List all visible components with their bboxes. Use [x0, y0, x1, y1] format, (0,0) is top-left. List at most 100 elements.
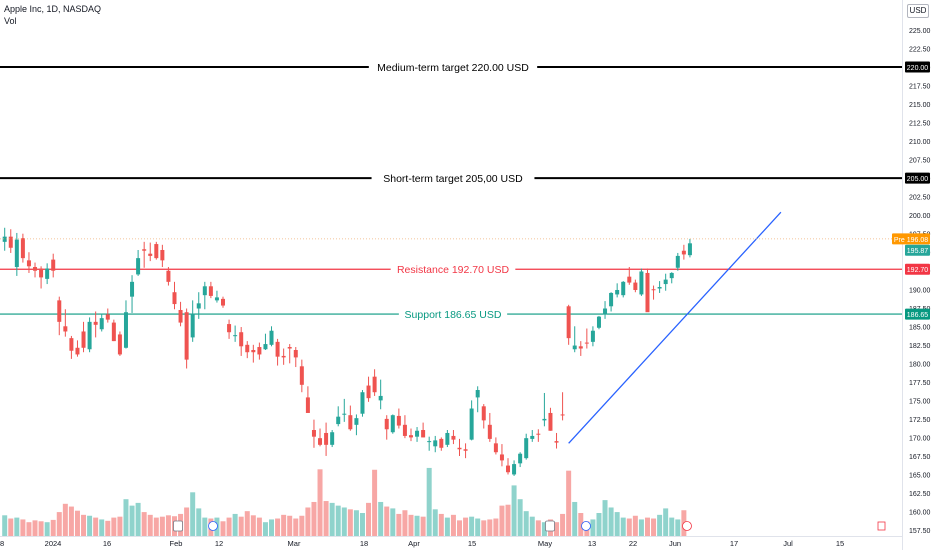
volume-legend-label[interactable]: Vol — [4, 16, 17, 26]
volume-bar — [535, 520, 541, 536]
last-price-badge — [905, 244, 930, 256]
currency-button[interactable]: USD — [907, 4, 929, 18]
volume-bar — [32, 520, 38, 536]
volume-bar — [147, 514, 153, 536]
candle-body — [63, 326, 68, 332]
price-tick-label: 160.00 — [909, 510, 931, 517]
time-tick-label: 15 — [468, 539, 476, 548]
price-tick-label: 210.00 — [909, 139, 931, 146]
candle-body — [330, 432, 335, 445]
candle-body — [287, 347, 292, 349]
candle-body — [57, 300, 62, 322]
candle-body — [148, 253, 153, 256]
price-tick-label: 225.00 — [909, 28, 931, 35]
candle-body — [590, 330, 595, 342]
volume-bar — [129, 505, 135, 536]
volume-bar — [632, 515, 638, 536]
volume-bar — [450, 514, 456, 536]
volume-bar — [329, 502, 335, 536]
time-tick-label: Jun — [669, 539, 681, 548]
chart-legend: Apple Inc, 1D, NASDAQ Vol — [4, 3, 101, 27]
price-tick-label: 202.50 — [909, 195, 931, 202]
volume-bar — [505, 504, 511, 536]
price-axis-line-badge — [905, 263, 930, 275]
volume-bar — [44, 522, 50, 536]
volume-bar — [347, 509, 353, 536]
volume-bar — [262, 522, 268, 536]
price-axis[interactable]: 157.50 160.00 162.50 165.00 167.50 170.00 172.… — [0, 28, 931, 535]
volume-bar — [426, 467, 432, 536]
target-line-label: Medium-term target 220.00 USD — [377, 62, 529, 74]
dividend-marker-icon[interactable] — [581, 521, 591, 531]
candle-body — [208, 286, 213, 296]
volume-bar — [523, 511, 529, 536]
earnings-marker-icon[interactable] — [545, 520, 555, 532]
candle-body — [609, 292, 614, 307]
volume-bar — [311, 501, 317, 536]
volume-bar — [123, 499, 129, 536]
event-markers[interactable] — [173, 520, 886, 532]
price-axis-line-badge — [905, 308, 930, 320]
candle-body — [615, 289, 620, 295]
candle-body — [675, 255, 680, 268]
candle-body — [51, 259, 56, 271]
price-axis-line-badge — [905, 172, 930, 184]
volume-bar — [281, 514, 287, 536]
horizontal-lines[interactable]: Medium-term target 220.00 USD Short-term … — [0, 60, 902, 322]
candle-body — [603, 308, 608, 315]
candle-body — [136, 258, 141, 275]
candle-body — [390, 415, 395, 433]
price-tick-label: 182.50 — [909, 343, 931, 350]
candle-body — [14, 239, 19, 268]
time-axis[interactable]: 8 2024 16 Feb 12 Mar 18 Apr 15 May 13 22 Jun 17 Jul 15 — [0, 539, 844, 548]
volume-bar — [50, 519, 56, 536]
volume-bar — [184, 507, 190, 536]
candle-body — [196, 303, 201, 309]
volume-bar — [111, 517, 117, 536]
time-tick-label: Apr — [408, 539, 420, 548]
symbol-title[interactable]: Apple Inc, 1D, NASDAQ — [4, 4, 102, 14]
dividend-marker-icon[interactable] — [208, 521, 218, 531]
volume-bar — [62, 503, 68, 536]
candle-body — [166, 270, 171, 282]
candle-body — [245, 344, 250, 353]
split-marker-icon[interactable] — [682, 521, 692, 531]
candle-body — [681, 250, 686, 255]
price-tick-label: 162.50 — [909, 491, 931, 498]
candle-body — [396, 415, 401, 426]
trendline-segment[interactable] — [568, 211, 782, 444]
premarket-badge-label: Pre 196.08 — [894, 237, 928, 244]
candle-body — [202, 286, 207, 296]
candle-body — [305, 397, 310, 413]
candle-body — [342, 413, 347, 415]
volume-bar — [74, 510, 80, 536]
volume-bar — [68, 506, 74, 536]
candle-body — [657, 287, 662, 289]
candle-body — [69, 338, 74, 351]
candle-body — [457, 447, 462, 450]
candle-body — [130, 281, 135, 297]
support-line-label: Support 186.65 USD — [405, 309, 502, 321]
price-axis-line-badge-label: 205.00 — [907, 176, 929, 183]
candle-body — [75, 347, 80, 355]
time-tick-label: 12 — [215, 539, 223, 548]
future-event-marker-icon[interactable] — [877, 521, 886, 531]
volume-bar — [614, 512, 620, 536]
earnings-marker-icon[interactable] — [173, 520, 183, 532]
volume-bar — [359, 513, 365, 536]
volume-bar — [56, 512, 62, 536]
candle-body — [621, 281, 626, 296]
candle-body — [566, 306, 571, 339]
volume-bar — [135, 502, 141, 536]
candle-body — [481, 406, 486, 421]
volume-bar — [305, 507, 311, 536]
candle-body — [105, 314, 110, 320]
candle-body — [160, 249, 165, 261]
candle-body — [99, 318, 104, 330]
candle-body — [439, 438, 444, 448]
candle-body — [463, 449, 468, 451]
volume-bar — [372, 469, 378, 536]
trendline[interactable] — [568, 211, 782, 444]
candle-body — [572, 345, 577, 350]
